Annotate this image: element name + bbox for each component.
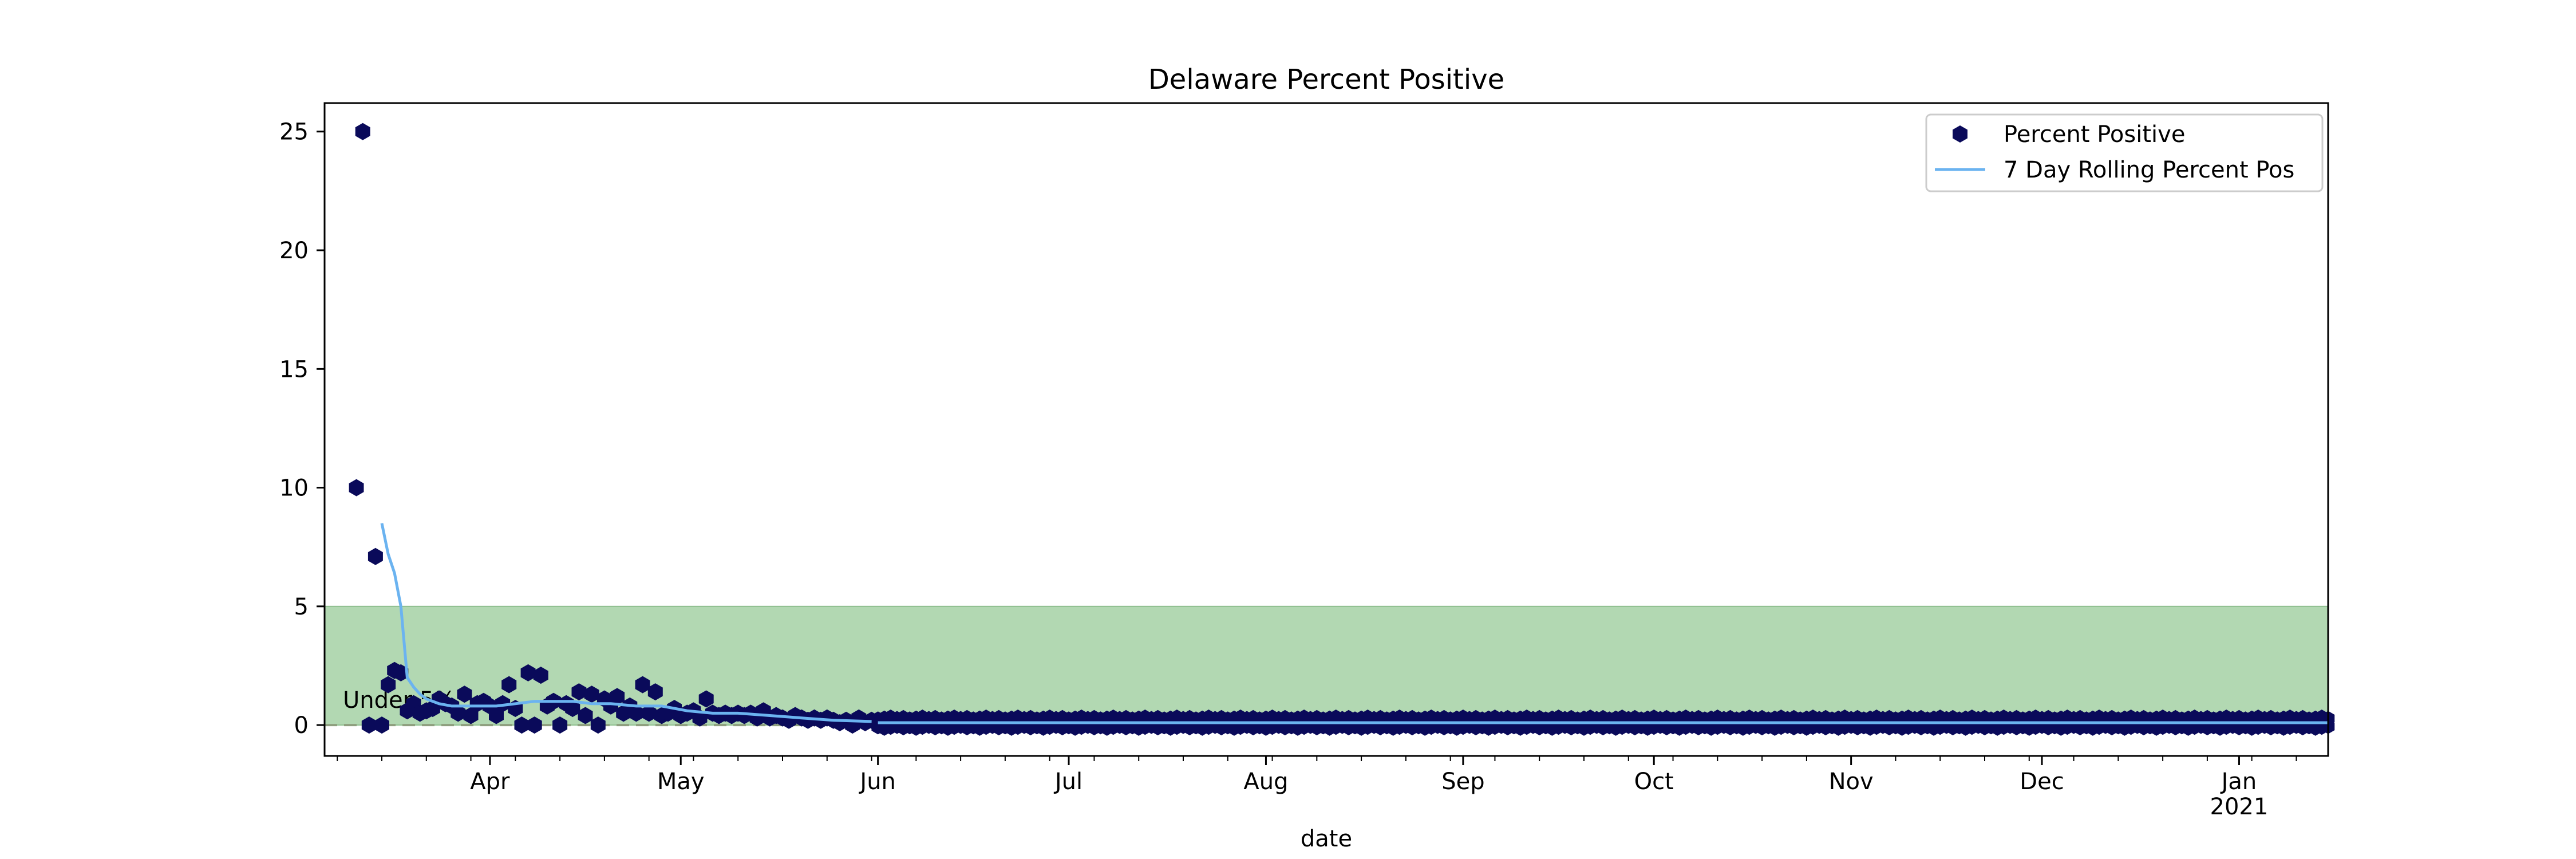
percent-positive-point [495,695,511,712]
y-tick-label: 15 [279,356,309,383]
percent-positive-point [514,716,530,734]
percent-positive-point [361,716,377,734]
percent-positive-point [393,664,409,681]
percent-positive-point [647,683,663,701]
chart-title: Delaware Percent Positive [1148,64,1504,96]
x-tick-label: Nov [1829,769,1874,795]
plot-area: Under 5% [323,102,2335,757]
legend-marker-hexagon [1953,125,1967,143]
percent-positive-point [368,547,383,565]
x-axis-label: date [1301,826,1352,852]
percent-positive-point [463,707,479,724]
percent-positive-point [635,676,650,693]
percent-positive-point [552,716,568,734]
y-tick-label: 20 [279,238,309,264]
x-tick-label: Apr [470,769,510,795]
x-tick-label: Sep [1441,769,1484,795]
percent-positive-point [578,707,593,724]
x-tick-label: Jun [858,769,896,795]
percent-positive-point [349,479,364,497]
percent-positive-point [533,667,548,684]
percent-positive-point [584,685,599,703]
y-tick-label: 5 [294,594,309,620]
y-tick-label: 0 [294,712,309,739]
percent-positive-point [590,716,606,734]
legend-marker-percent-positive [1953,125,1967,143]
x-tick-label: Jan [2220,769,2257,795]
x-tick-label: May [657,769,705,795]
x-tick-sublabel: 2021 [2210,794,2269,820]
percent-positive-point [565,700,580,718]
percent-positive-point [451,704,466,722]
percent-positive-point [374,716,389,734]
percent-positive-point [527,716,542,734]
percent-positive-point [355,123,370,140]
rolling-average-line [380,523,872,723]
y-tick-label: 10 [279,475,309,502]
percent-positive-point [501,676,517,693]
legend-frame [1925,113,2324,192]
x-tick-label: Aug [1243,769,1288,795]
legend-entry-percent-positive: Percent Positive [2004,121,2185,148]
legend-entry-rolling: 7 Day Rolling Percent Pos [2004,157,2294,183]
percent-positive-point [571,683,587,701]
percent-positive-point [457,685,472,703]
percent-positive-point [381,676,396,693]
y-tick-label: 25 [279,119,309,145]
percent-positive-point [610,688,625,706]
legend: Percent Positive 7 Day Rolling Percent P… [1925,113,2324,192]
percent-positive-point [489,707,504,724]
percent-positive-point [698,690,714,708]
percent-positive-point [641,704,657,722]
x-tick-label: Dec [2020,769,2064,795]
percent-positive-point [520,664,536,681]
plot-frame [323,102,2329,757]
y-axis: 0 5 10 15 20 25 [279,119,325,739]
x-tick-label: Jul [1053,769,1082,795]
percent-positive-point [629,704,644,722]
x-tick-label: Oct [1634,769,1674,795]
